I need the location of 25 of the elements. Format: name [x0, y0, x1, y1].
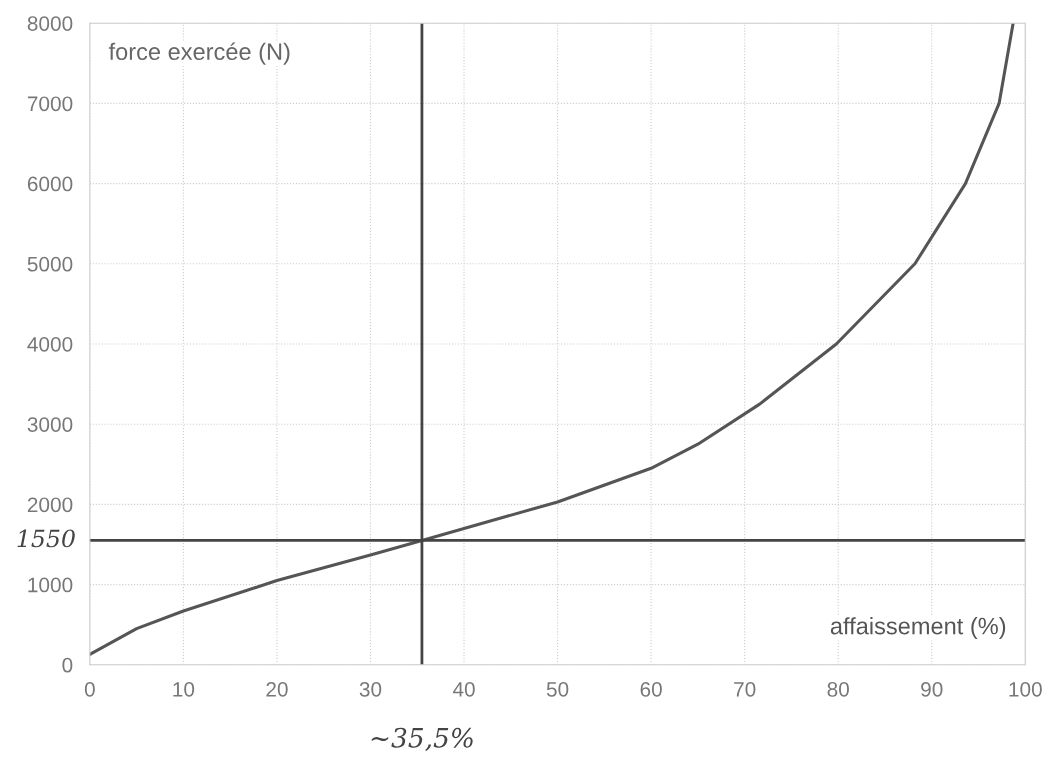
y-tick-label: 8000 — [27, 16, 73, 31]
x-tick-label: 0 — [84, 682, 95, 697]
y-tick-label: 2000 — [27, 497, 73, 513]
x-tick-label: 20 — [266, 682, 288, 697]
x-tick-label: 70 — [734, 682, 756, 697]
y-tick-label: 1000 — [28, 577, 73, 593]
y-tick-label: 6000 — [27, 176, 73, 192]
x-tick-label: 30 — [359, 682, 382, 697]
ref-line-label: ~35,5% — [371, 727, 473, 751]
x-tick-label: 50 — [546, 682, 569, 697]
x-tick-label: 10 — [173, 682, 195, 697]
line-series — [89, 23, 1015, 656]
x-tick-label: 60 — [640, 682, 662, 697]
y-tick-label: 5000 — [27, 256, 73, 272]
x-tick-label: 40 — [452, 682, 475, 697]
y-axis-title: force exercée (N) — [108, 42, 290, 65]
x-tick-label: 100 — [1009, 682, 1042, 697]
y-tick-label: 7000 — [27, 96, 73, 112]
x-axis-title: affaissement (%) — [830, 617, 1006, 640]
y-tick-label: 4000 — [27, 336, 73, 352]
x-tick-label: 90 — [921, 682, 943, 697]
ref-line-label: 1550 — [17, 529, 75, 548]
y-tick-label: 3000 — [27, 417, 73, 432]
y-tick-label: 0 — [62, 657, 73, 673]
x-tick-label: 80 — [827, 682, 849, 697]
